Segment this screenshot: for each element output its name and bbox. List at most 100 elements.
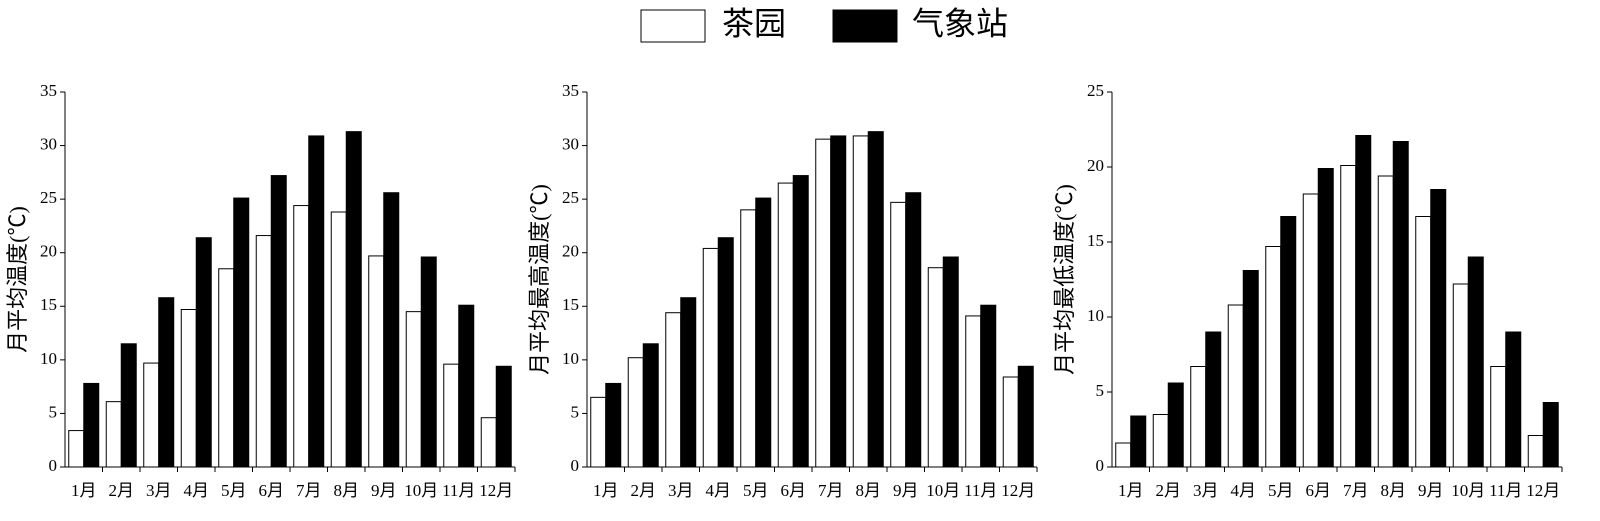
bar: [1017, 365, 1034, 468]
bar: [680, 297, 697, 468]
bar: [1242, 270, 1259, 468]
x-tick-label: 1月: [71, 481, 97, 500]
x-tick-label: 10月: [404, 481, 438, 500]
bar: [1430, 189, 1447, 468]
bar: [980, 304, 997, 468]
bar: [590, 396, 607, 468]
y-tick-label: 0: [1096, 456, 1105, 475]
x-tick-label: 9月: [1418, 481, 1444, 500]
bar: [443, 363, 460, 468]
legend-swatch: [832, 9, 898, 43]
bar: [1505, 331, 1522, 468]
y-tick-label: 10: [1087, 306, 1104, 325]
x-tick-label: 6月: [781, 481, 807, 500]
bar: [405, 311, 422, 468]
y-tick-label: 15: [40, 295, 57, 314]
bar: [890, 201, 907, 468]
bar: [293, 205, 310, 468]
bar: [605, 382, 622, 468]
y-tick-label: 10: [562, 349, 579, 368]
x-tick-label: 3月: [668, 481, 694, 500]
x-tick-label: 8月: [1381, 481, 1407, 500]
bar: [792, 175, 809, 468]
x-tick-label: 9月: [893, 481, 919, 500]
x-tick-label: 12月: [1001, 481, 1035, 500]
x-tick-label: 5月: [1268, 481, 1294, 500]
y-tick-label: 30: [562, 134, 579, 153]
y-axis-label: 月平均最低温度(℃): [1052, 184, 1077, 375]
bar: [815, 138, 832, 468]
y-tick-label: 0: [571, 456, 580, 475]
bar: [1415, 216, 1432, 468]
x-tick-label: 5月: [221, 481, 247, 500]
bar: [195, 237, 212, 468]
bar: [1317, 168, 1334, 468]
bar: [345, 131, 362, 468]
bar: [1152, 414, 1169, 468]
bar: [368, 255, 385, 468]
bar: [383, 192, 400, 468]
bar: [1190, 366, 1207, 468]
y-tick-label: 15: [1087, 231, 1104, 250]
bar: [942, 256, 959, 468]
x-tick-label: 2月: [109, 481, 135, 500]
bar: [83, 382, 100, 468]
x-tick-label: 3月: [146, 481, 172, 500]
bar: [270, 175, 287, 468]
y-tick-label: 10: [40, 349, 57, 368]
bar: [68, 430, 85, 468]
x-tick-label: 11月: [964, 481, 997, 500]
bar: [143, 362, 160, 468]
x-tick-label: 10月: [1451, 481, 1485, 500]
y-axis-label: 月平均最高温度(℃): [527, 184, 552, 375]
y-tick-label: 20: [1087, 156, 1104, 175]
bar: [740, 209, 757, 468]
x-tick-label: 12月: [1526, 481, 1560, 500]
bar: [702, 247, 719, 468]
y-tick-label: 0: [49, 456, 58, 475]
x-tick-label: 7月: [296, 481, 322, 500]
x-tick-label: 10月: [926, 481, 960, 500]
bar: [255, 235, 272, 468]
bar: [1130, 415, 1147, 468]
x-tick-label: 11月: [442, 481, 475, 500]
bar: [1527, 435, 1544, 468]
bar: [330, 211, 347, 468]
bar: [218, 268, 235, 468]
bar: [158, 297, 175, 468]
x-tick-label: 11月: [1489, 481, 1522, 500]
x-tick-label: 12月: [479, 481, 513, 500]
bar: [1452, 283, 1469, 468]
y-tick-label: 35: [562, 81, 579, 100]
bar: [1265, 246, 1282, 468]
bar: [1377, 175, 1394, 468]
bar: [1115, 442, 1132, 468]
bar: [1392, 141, 1409, 468]
bar: [1280, 216, 1297, 468]
bar: [665, 312, 682, 468]
x-tick-label: 2月: [631, 481, 657, 500]
bar: [627, 357, 644, 468]
bar: [1467, 256, 1484, 468]
bar: [830, 135, 847, 468]
bar: [1340, 165, 1357, 468]
bar: [458, 304, 475, 468]
bar: [480, 417, 497, 468]
y-tick-label: 25: [1087, 81, 1104, 100]
x-tick-label: 8月: [334, 481, 360, 500]
bar: [1355, 135, 1372, 468]
bar: [180, 309, 197, 468]
y-tick-label: 20: [562, 242, 579, 261]
legend-swatch: [640, 9, 706, 43]
y-axis-label: 月平均温度(℃): [5, 206, 30, 353]
bar: [965, 315, 982, 468]
x-tick-label: 2月: [1156, 481, 1182, 500]
bar: [1302, 193, 1319, 468]
x-tick-label: 1月: [593, 481, 619, 500]
y-tick-label: 5: [571, 402, 580, 421]
y-tick-label: 5: [49, 402, 58, 421]
bar: [420, 256, 437, 468]
bar: [233, 197, 250, 468]
x-tick-label: 7月: [1343, 481, 1369, 500]
bar: [1205, 331, 1222, 468]
